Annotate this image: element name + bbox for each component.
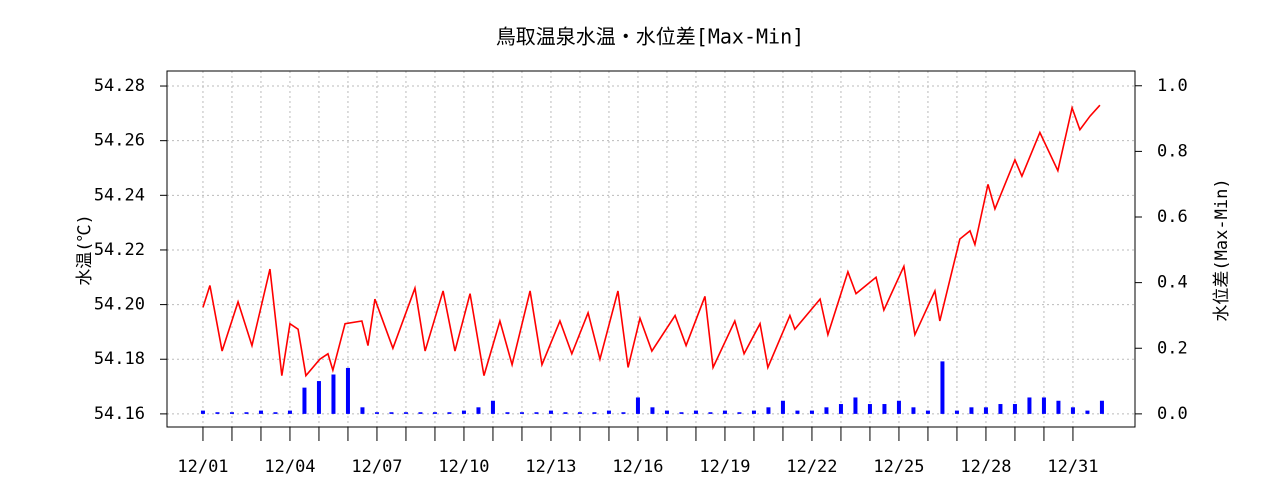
x-tick-label: 12/16 (612, 457, 663, 477)
y-tick-label: 54.28 (94, 76, 145, 96)
level-bar (983, 407, 988, 414)
x-tick-label: 12/07 (351, 457, 402, 477)
level-bar (534, 412, 539, 414)
level-bar (418, 412, 423, 414)
y2-tick-label: 0.6 (1157, 207, 1188, 227)
level-bar (1027, 397, 1032, 414)
level-bar (998, 404, 1003, 414)
level-bar (403, 412, 408, 414)
level-bar (476, 407, 481, 414)
y2-tick-label: 0.2 (1157, 338, 1188, 358)
level-bar (969, 407, 974, 414)
level-bar (548, 410, 553, 414)
level-bar (925, 410, 930, 414)
level-bar (838, 404, 843, 414)
level-bar (882, 404, 887, 414)
level-bar (693, 410, 698, 414)
x-tick-label: 12/19 (699, 457, 750, 477)
y-tick-label: 54.20 (94, 295, 145, 315)
level-bar (563, 412, 568, 414)
level-bar (316, 381, 321, 414)
y-tick-label: 54.22 (94, 240, 145, 260)
level-bar (635, 397, 640, 414)
x-tick-label: 12/22 (786, 457, 837, 477)
y2-tick-label: 0.4 (1157, 273, 1188, 293)
level-bar (766, 407, 771, 414)
temperature-line (202, 104, 1101, 378)
level-bar (1012, 404, 1017, 414)
level-bar (519, 412, 524, 414)
level-bar (751, 410, 756, 414)
x-tick-label: 12/25 (873, 457, 924, 477)
level-bar (389, 412, 394, 414)
level-bar (1099, 400, 1104, 414)
y-tick-label: 54.18 (94, 349, 145, 369)
level-bar (374, 412, 379, 414)
level-bar (447, 412, 452, 414)
chart-title: 鳥取温泉水温・水位差[Max-Min] (496, 25, 804, 49)
level-bar (954, 410, 959, 414)
level-bar (708, 412, 713, 414)
level-bar (200, 410, 205, 414)
level-bar (432, 412, 437, 414)
level-bar (737, 412, 742, 414)
level-bar (490, 400, 495, 414)
x-tick-label: 12/28 (960, 457, 1011, 477)
level-bar (940, 361, 945, 414)
level-bar (911, 407, 916, 414)
level-bar (505, 412, 510, 414)
level-bar (1056, 400, 1061, 414)
level-bar (853, 397, 858, 414)
level-bar (867, 404, 872, 414)
y2-tick-label: 0.0 (1157, 404, 1188, 424)
level-bar (592, 412, 597, 414)
y-axis-label: 水温(℃) (75, 214, 95, 285)
level-bar (215, 412, 220, 414)
level-bar (302, 387, 307, 414)
y2-tick-label: 0.8 (1157, 141, 1188, 161)
x-tick-label: 12/01 (177, 457, 228, 477)
x-tick-label: 12/04 (264, 457, 315, 477)
x-tick-label: 12/10 (438, 457, 489, 477)
level-bar (1070, 407, 1075, 414)
level-bar (722, 410, 727, 414)
level-bar (244, 412, 249, 414)
level-bar (824, 407, 829, 414)
level-bar (287, 410, 292, 414)
level-bar (1041, 397, 1046, 414)
x-tick-label: 12/13 (525, 457, 576, 477)
level-bar (606, 410, 611, 414)
level-bar (229, 412, 234, 414)
y-tick-label: 54.26 (94, 131, 145, 151)
level-bar (795, 410, 800, 414)
level-bar (679, 412, 684, 414)
level-bar (1085, 410, 1090, 414)
y-tick-label: 54.24 (94, 185, 145, 205)
level-bar (461, 410, 466, 414)
level-bar (621, 412, 626, 414)
level-bar (345, 367, 350, 414)
plot-frame (166, 70, 1136, 428)
level-bar (331, 374, 336, 414)
x-tick-label: 12/31 (1047, 457, 1098, 477)
y2-axis-label: 水位差(Max-Min) (1212, 178, 1232, 321)
level-bar (650, 407, 655, 414)
level-bar (258, 410, 263, 414)
level-bar (780, 400, 785, 414)
level-bar (273, 412, 278, 414)
level-bar (809, 410, 814, 414)
y2-tick-label: 1.0 (1157, 76, 1188, 96)
level-bar (896, 400, 901, 414)
level-bar (577, 412, 582, 414)
y-tick-label: 54.16 (94, 404, 145, 424)
level-bar (360, 407, 365, 414)
level-bar (664, 410, 669, 414)
